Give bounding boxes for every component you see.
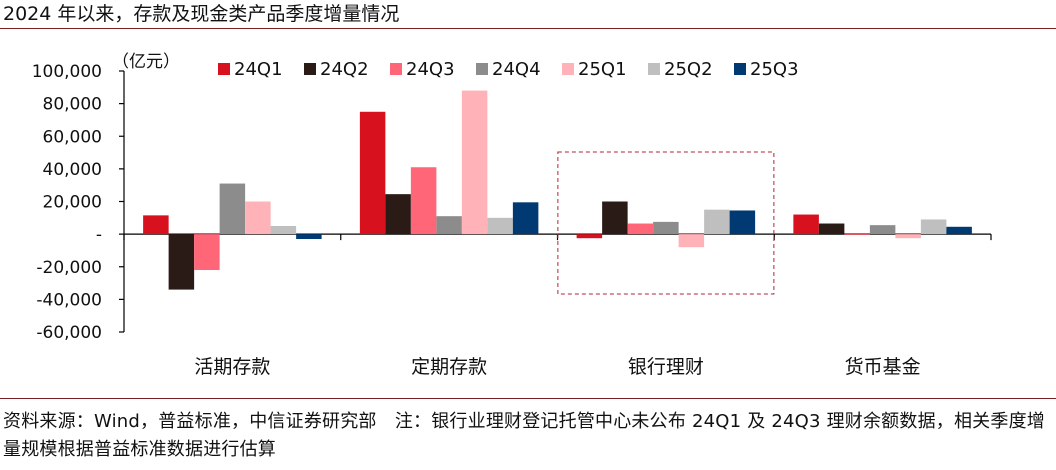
legend-label-24Q1: 24Q1 <box>234 59 283 80</box>
bar-定期存款-24Q1 <box>359 111 386 235</box>
bar-活期存款-25Q2 <box>270 225 297 235</box>
bar-货币基金-24Q2 <box>818 223 845 235</box>
bar-货币基金-25Q3 <box>946 226 972 235</box>
x-category-label: 银行理财 <box>628 356 704 378</box>
bar-活期存款-25Q3 <box>296 234 322 240</box>
legend-swatch-24Q1 <box>218 63 230 75</box>
bar-银行理财-24Q2 <box>602 201 628 235</box>
legend-swatch-24Q2 <box>304 63 316 75</box>
bottom-divider <box>0 398 1056 399</box>
bar-银行理财-24Q3 <box>627 223 654 235</box>
legend-swatch-25Q1 <box>562 63 574 75</box>
legend-label-25Q2: 25Q2 <box>664 59 713 80</box>
y-tick-label: 20,000 <box>43 193 102 213</box>
bar-定期存款-24Q3 <box>410 167 437 235</box>
legend-swatch-24Q4 <box>476 63 488 75</box>
y-tick-label: -60,000 <box>36 323 102 343</box>
bar-货币基金-24Q1 <box>793 214 819 235</box>
legend-label-24Q3: 24Q3 <box>406 59 455 80</box>
bar-银行理财-25Q3 <box>729 210 756 235</box>
bar-定期存款-24Q2 <box>385 194 411 235</box>
legend-label-24Q4: 24Q4 <box>492 59 541 80</box>
y-tick-label: -40,000 <box>36 290 102 310</box>
bar-活期存款-25Q1 <box>245 201 271 235</box>
bar-银行理财-24Q4 <box>653 221 679 235</box>
legend-label-24Q2: 24Q2 <box>320 59 369 80</box>
y-tick-label: - <box>96 225 102 245</box>
highlight-box <box>557 151 775 295</box>
bar-银行理财-25Q1 <box>678 234 705 248</box>
bar-chart: 100,000 80,000 60,000 40,000 20,000 - -20,000 -… <box>32 52 992 378</box>
bar-定期存款-25Q3 <box>512 202 539 235</box>
y-tick-label: 40,000 <box>43 160 102 180</box>
bar-货币基金-24Q3 <box>844 234 870 235</box>
bar-定期存款-24Q4 <box>436 216 462 235</box>
x-category-label: 货币基金 <box>845 356 921 378</box>
bar-定期存款-25Q1 <box>461 90 488 235</box>
bar-活期存款-24Q3 <box>194 234 220 271</box>
bar-银行理财-24Q1 <box>576 234 603 239</box>
bar-货币基金-24Q4 <box>869 225 896 235</box>
bar-货币基金-25Q1 <box>895 234 921 239</box>
legend-swatch-25Q3 <box>734 63 746 75</box>
y-unit-label: （亿元） <box>112 52 180 72</box>
y-tick-label: 100,000 <box>32 62 102 82</box>
bar-活期存款-24Q1 <box>143 215 169 235</box>
y-tick-label: -20,000 <box>36 258 102 278</box>
legend-label-25Q3: 25Q3 <box>750 59 799 80</box>
top-divider <box>0 28 1056 29</box>
bar-活期存款-24Q2 <box>168 234 195 290</box>
legend-swatch-24Q3 <box>390 63 402 75</box>
y-tick-label: 80,000 <box>43 95 102 115</box>
chart-title: 2024 年以来，存款及现金类产品季度增量情况 <box>3 3 400 25</box>
y-tick-label: 60,000 <box>43 127 102 147</box>
bar-银行理财-25Q2 <box>704 209 730 235</box>
legend-label-25Q1: 25Q1 <box>578 59 627 80</box>
source-footnote: 资料来源：Wind，普益标准，中信证券研究部 注：银行业理财登记托管中心未公布 … <box>3 411 1045 460</box>
legend-swatch-25Q2 <box>648 63 660 75</box>
bar-定期存款-25Q2 <box>487 217 513 235</box>
x-category-label: 定期存款 <box>411 356 487 378</box>
bar-活期存款-24Q4 <box>219 183 246 235</box>
bar-货币基金-25Q2 <box>920 219 947 235</box>
x-category-label: 活期存款 <box>194 356 270 378</box>
